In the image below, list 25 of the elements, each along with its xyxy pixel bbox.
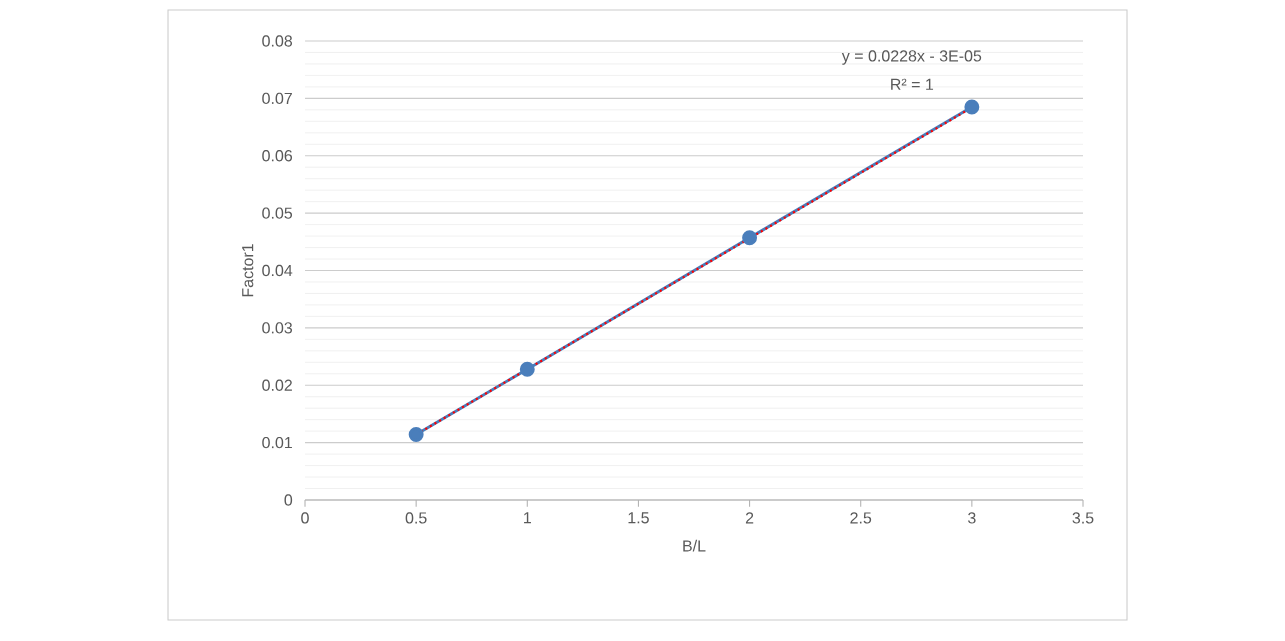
x-tick-label: 1.5 bbox=[628, 512, 649, 524]
annotation: y = 0.0228x - 3E-05 bbox=[841, 50, 982, 65]
point bbox=[742, 230, 758, 246]
y-tick-label: 0.05 bbox=[262, 207, 293, 219]
x-tick-label: 0.5 bbox=[405, 512, 427, 524]
x-tick-label: 0 bbox=[301, 512, 309, 524]
y-tick-label: 0.02 bbox=[262, 379, 292, 391]
x-tick-label: 3 bbox=[968, 512, 976, 524]
annotation: R² = 1 bbox=[891, 78, 934, 90]
x-tick-label: 3.5 bbox=[1072, 512, 1094, 524]
x-axis-title: B/L bbox=[683, 539, 706, 552]
y-tick-label: 0 bbox=[284, 494, 293, 506]
y-tick-label: 0.03 bbox=[262, 322, 293, 334]
x-tick-label: 2.5 bbox=[850, 512, 872, 524]
x-tick-label: 2 bbox=[745, 512, 754, 524]
point bbox=[519, 361, 535, 377]
y-tick-label: 0.01 bbox=[262, 436, 292, 449]
y-axis-title: Factor1 bbox=[242, 244, 254, 297]
y-tick-label: 0.06 bbox=[262, 150, 293, 162]
y-tick-label: 0.08 bbox=[262, 35, 293, 47]
x-tick-label: 1 bbox=[524, 512, 531, 524]
point bbox=[964, 99, 980, 115]
y-tick-label: 0.04 bbox=[262, 264, 293, 277]
y-tick-label: 0.07 bbox=[262, 92, 292, 105]
point bbox=[408, 427, 424, 443]
